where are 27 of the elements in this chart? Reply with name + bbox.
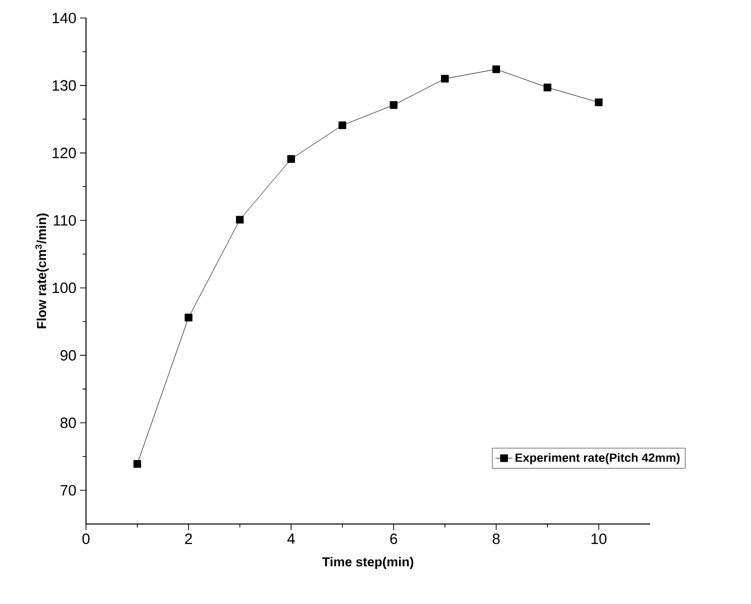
y-tick-label: 110 [54,215,76,226]
point [236,216,244,224]
y-tick-label: 100 [52,282,76,294]
x-tick-label: 2 [185,534,192,544]
x-tick-label: 10 [592,534,606,544]
y-tick-label: 90 [60,350,76,361]
y-axis-title: Flow rate(cm$^{3}$/min) [35,213,49,328]
point [441,74,449,83]
point [544,84,552,92]
y-tick-label: 120 [52,148,76,158]
x-tick-label: 0 [82,534,90,544]
x-axis-title: Time step(min) [322,556,414,569]
point [133,460,142,468]
x-tick-label: 6 [390,534,398,544]
x-tick-label: 4 [287,534,295,544]
y-tick-label: 140 [52,12,76,24]
y-tick-label: 70 [60,484,76,496]
point [594,98,603,106]
point [492,65,500,74]
y-tick-label: 80 [60,417,76,428]
point [184,314,192,322]
point [390,101,398,109]
point [338,121,346,130]
x-tick-label: 8 [492,534,500,544]
legend-label: Experiment rate(Pitch 42mm) [516,453,680,464]
y-tick-label: 130 [52,80,76,91]
point [287,155,295,163]
